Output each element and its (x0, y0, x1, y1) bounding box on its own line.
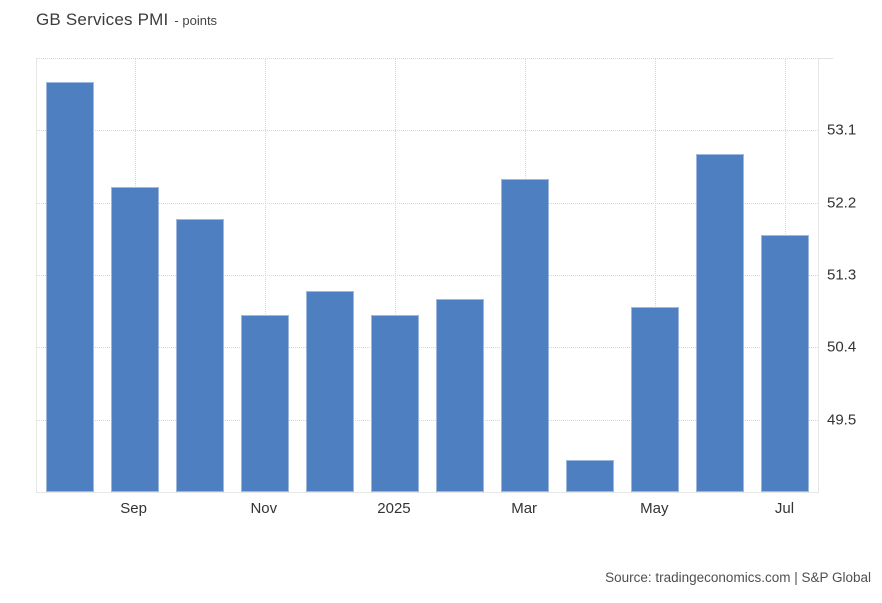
x-axis-label: Sep (120, 500, 147, 517)
y-axis-top-tick (817, 58, 833, 59)
horizontal-gridline (37, 203, 818, 204)
horizontal-gridline (37, 420, 818, 421)
chart-header: GB Services PMI - points (36, 10, 217, 30)
vertical-gridline (655, 58, 656, 492)
chart-title: GB Services PMI (36, 10, 169, 29)
bar-nov-2024[interactable] (241, 315, 289, 492)
chart-subtitle: - points (174, 13, 218, 28)
vertical-gridline (395, 58, 396, 492)
bar-jan-2025[interactable] (371, 315, 419, 492)
x-axis-label: May (640, 500, 669, 517)
bar-dec-2024[interactable] (306, 291, 354, 492)
x-axis-label: Nov (250, 500, 278, 517)
x-axis-label: 2025 (377, 500, 411, 517)
y-axis-label: 50.4 (827, 338, 857, 356)
horizontal-gridline (37, 275, 818, 276)
plot-area (36, 58, 819, 493)
bar-oct-2024[interactable] (176, 219, 224, 492)
bar-jun-2025[interactable] (696, 154, 744, 492)
horizontal-gridline (37, 347, 818, 348)
y-axis-label: 52.2 (827, 194, 857, 212)
bar-jul-2025[interactable] (761, 235, 809, 492)
x-axis-label: Mar (511, 500, 538, 517)
source-attribution: Source: tradingeconomics.com | S&P Globa… (605, 570, 871, 585)
y-axis-label: 53.1 (827, 121, 857, 139)
bar-aug-2024[interactable] (46, 82, 94, 492)
bar-mar-2025[interactable] (501, 179, 549, 492)
bar-sep-2024[interactable] (111, 187, 159, 492)
bar-apr-2025[interactable] (566, 460, 614, 492)
bar-may-2025[interactable] (631, 307, 679, 492)
y-axis-label: 51.3 (827, 266, 857, 284)
vertical-gridline (265, 58, 266, 492)
horizontal-gridline (37, 130, 818, 131)
horizontal-gridline (37, 58, 818, 59)
y-axis-label: 49.5 (827, 411, 857, 429)
x-axis-label: Jul (774, 500, 795, 517)
bar-feb-2025[interactable] (436, 299, 484, 492)
